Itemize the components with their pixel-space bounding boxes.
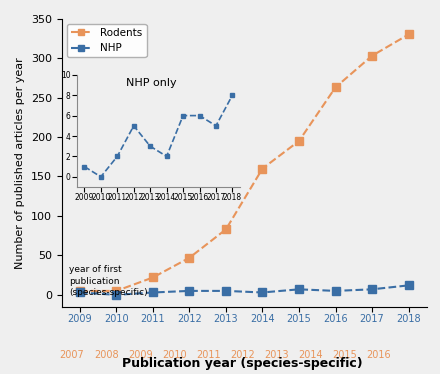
Text: year of first
publication
(species-specific): year of first publication (species-speci… xyxy=(69,265,147,297)
Text: 2014: 2014 xyxy=(298,350,323,360)
Text: 2015: 2015 xyxy=(333,350,357,360)
Text: 2016: 2016 xyxy=(367,350,391,360)
Text: 2010: 2010 xyxy=(162,350,187,360)
Y-axis label: Number of published articles per year: Number of published articles per year xyxy=(15,57,25,269)
Legend: Rodents, NHP: Rodents, NHP xyxy=(67,24,147,58)
Text: 2013: 2013 xyxy=(264,350,289,360)
Text: 2008: 2008 xyxy=(94,350,118,360)
Text: 2011: 2011 xyxy=(196,350,221,360)
Text: NHP only: NHP only xyxy=(126,78,176,88)
Text: 2009: 2009 xyxy=(128,350,153,360)
Text: Publication year (species-specific): Publication year (species-specific) xyxy=(122,357,362,370)
Text: 2007: 2007 xyxy=(60,350,84,360)
Text: 2012: 2012 xyxy=(230,350,255,360)
